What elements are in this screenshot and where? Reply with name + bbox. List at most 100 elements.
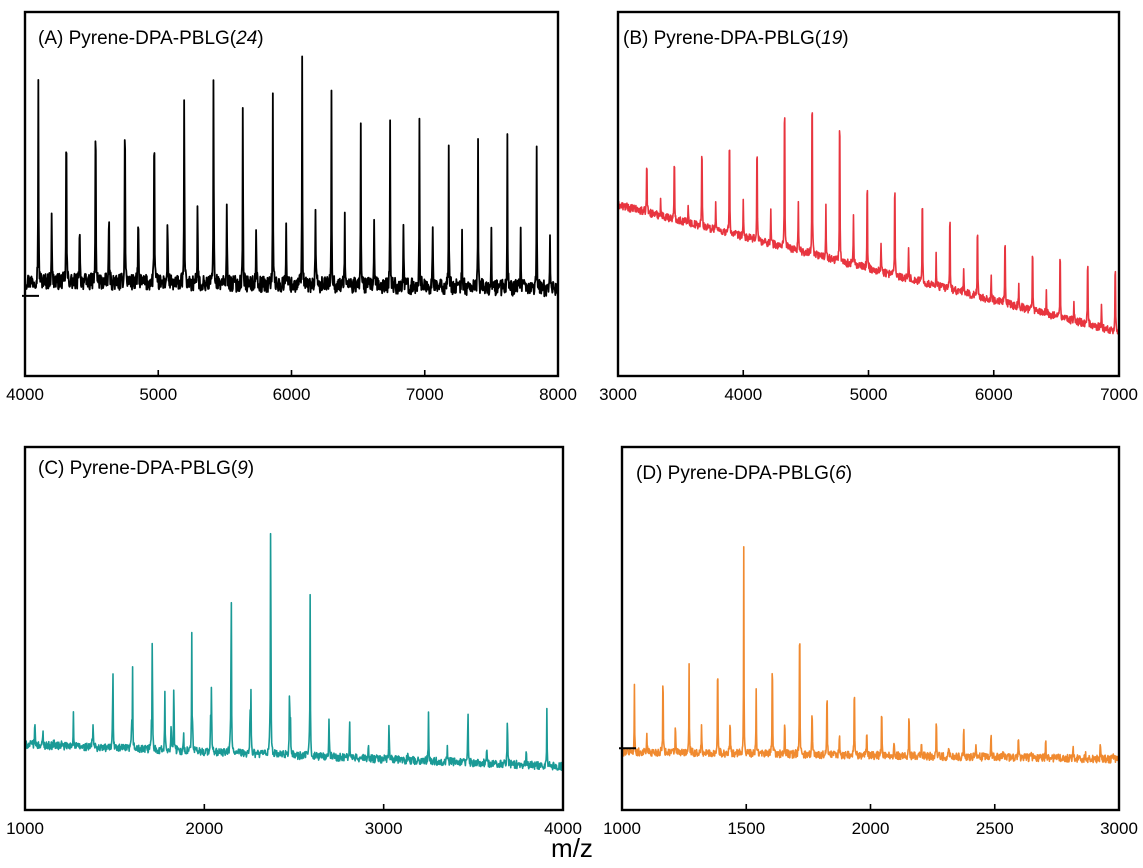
panel-a-peak-point [359, 116, 363, 120]
panel-d-peak-point [1016, 728, 1020, 732]
panel-d-peak-point [907, 695, 911, 699]
panel-c-peak-point [41, 728, 45, 732]
panel-c-frame [23, 445, 565, 812]
panel-a-peak-point [152, 76, 156, 80]
panel-b-peak-point [672, 137, 676, 141]
panel-c-peak-point [466, 703, 470, 707]
panel-c-peak-point [150, 619, 154, 623]
panel-b-peak-point [920, 163, 924, 167]
panel-d-title: (D) Pyrene-DPA-PBLG(6) [636, 463, 852, 484]
panel-c: (C) Pyrene-DPA-PBLG(9) 1000 2000 3000 4000 [6, 445, 582, 838]
panel-a-peak-point [535, 137, 539, 141]
panel-a-peak-point [447, 137, 451, 141]
panel-d-peak-point [798, 576, 802, 580]
panel-d-x-tick-label: 1500 [727, 819, 765, 838]
panel-a-peak-point [300, 61, 304, 65]
panel-d-peak-point [632, 685, 636, 689]
panel-d-peak-point [962, 714, 966, 718]
panel-d-x-tick-label: 1000 [603, 819, 641, 838]
panel-c-peak-point [33, 714, 37, 718]
panel-d-peak-point [661, 648, 665, 652]
panel-d-x-tick-label: 2000 [852, 819, 890, 838]
panel-d-spectrum-line [621, 545, 1120, 764]
panel-c-x-tick-label: 4000 [544, 819, 582, 838]
panel-d-x-tick-label: 2500 [976, 819, 1014, 838]
panel-d-peak-point [825, 670, 829, 674]
panel-b-peak-point [893, 145, 897, 149]
panel-a-x-tick-label: 8000 [539, 385, 577, 404]
panel-b-peak-point [1058, 228, 1062, 232]
panel-d-peak-point [1044, 732, 1048, 736]
panel-b-peak-point [1113, 236, 1117, 240]
panel-b-x-tick-label: 7000 [1100, 385, 1138, 404]
panel-d-peak-point [1098, 739, 1102, 743]
panel-b-peak-point [1086, 232, 1090, 236]
panel-b-peak-point [727, 97, 731, 101]
panel-c-peak-point [172, 674, 176, 678]
panel-c-peak-point [91, 721, 95, 725]
panel-c-peak-point [308, 594, 312, 598]
panel-b-x-tick-label: 4000 [724, 385, 762, 404]
panel-a-peak-point [476, 137, 480, 141]
panel-c-peak-point [190, 634, 194, 638]
panel-b-peak-point [1003, 214, 1007, 218]
panel-c-peak-point [249, 695, 253, 699]
panel-c-peak-point [131, 670, 135, 674]
panel-d-peak-point [1071, 739, 1075, 743]
panel-c-x-tick-label: 1000 [6, 819, 44, 838]
panel-d-peak-point [770, 627, 774, 631]
panel-b-x-tick-label: 5000 [850, 385, 888, 404]
panel-c-peak-point [210, 677, 214, 681]
panel-d-peak-point [934, 703, 938, 707]
panel-b-peak-point [783, 39, 787, 43]
panel-b-frame [616, 10, 1121, 378]
panel-c-peak-point [229, 565, 233, 569]
panel-b-peak-point [755, 105, 759, 109]
panel-d: (D) Pyrene-DPA-PBLG(6) 1000 1500 2000 2500 3… [603, 445, 1138, 838]
panel-b-peak-point [948, 181, 952, 185]
panel-b-peak-point [1031, 221, 1035, 225]
panel-b-peak-point [865, 145, 869, 149]
panel-c-peak-point [269, 470, 273, 474]
panel-d-x-tick-label: 3000 [1100, 819, 1138, 838]
panel-a-spectrum-line [24, 55, 559, 298]
panel-d-peak-point [687, 659, 691, 663]
panel-a-peak-point [94, 61, 98, 65]
panel-b-x-tick-label: 6000 [975, 385, 1013, 404]
panel-c-peak-point [71, 706, 75, 710]
panel-a-peak-point [271, 86, 275, 90]
panel-a-peak-point [417, 116, 421, 120]
panel-a-peak-point [329, 83, 333, 87]
panel-c-peak-point [348, 710, 352, 714]
panel-b-x-tick-label: 3000 [599, 385, 637, 404]
panel-c-peak-point [505, 706, 509, 710]
panel-c-peak-point [427, 706, 431, 710]
panel-d-peak-point [716, 630, 720, 634]
panel-a-peak-point [64, 76, 68, 80]
panel-b-spectrum-line [617, 112, 1120, 336]
panel-d-peak-point [880, 688, 884, 692]
panel-d-peak-point [989, 721, 993, 725]
panel-c-peak-point [387, 717, 391, 721]
panel-a-title: (A) Pyrene-DPA-PBLG(24) [38, 28, 264, 49]
panel-c-peak-point [545, 703, 549, 707]
panel-b-peak-point [700, 112, 704, 116]
panel-a-x-tick-label: 6000 [273, 385, 311, 404]
panel-b-peak-point [645, 141, 649, 145]
panel-a-x-tick-label: 4000 [6, 385, 44, 404]
panel-c-title: (C) Pyrene-DPA-PBLG(9) [38, 458, 254, 479]
panel-a-peak-point [36, 72, 40, 76]
panel-a: (A) Pyrene-DPA-PBLG(24) 4000 5000 6000 7000… [6, 10, 577, 404]
panel-b-peak-point [975, 196, 979, 200]
panel-a-peak-point [241, 86, 245, 90]
panel-d-peak-point [852, 659, 856, 663]
panel-c-peak-point [163, 688, 167, 692]
panel-b-peak-point [810, 25, 814, 29]
panel-c-peak-point [288, 714, 292, 718]
panel-c-x-tick-label: 3000 [365, 819, 403, 838]
panel-b-peak-point [838, 54, 842, 58]
x-axis-label: m/z [551, 833, 593, 863]
panel-b-title: (B) Pyrene-DPA-PBLG(19) [623, 28, 849, 49]
panel-a-peak-point [182, 61, 186, 65]
